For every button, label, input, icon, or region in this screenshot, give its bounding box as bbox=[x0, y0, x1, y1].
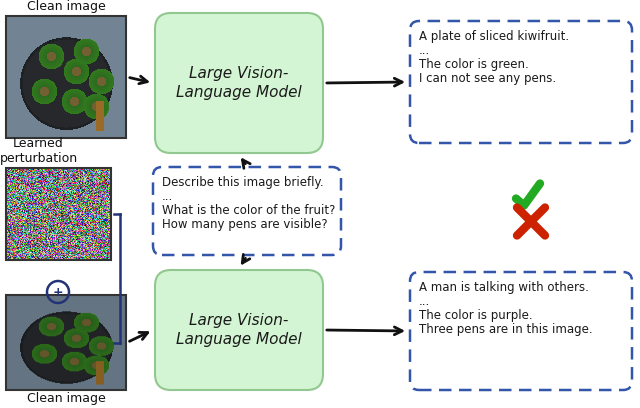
Text: ...: ... bbox=[419, 295, 430, 308]
Text: Clean image: Clean image bbox=[27, 0, 106, 13]
FancyBboxPatch shape bbox=[155, 270, 323, 390]
Text: A plate of sliced kiwifruit.: A plate of sliced kiwifruit. bbox=[419, 30, 569, 43]
Text: The color is green.: The color is green. bbox=[419, 58, 529, 71]
FancyBboxPatch shape bbox=[155, 13, 323, 153]
Bar bbox=[6, 295, 126, 390]
Text: Three pens are in this image.: Three pens are in this image. bbox=[419, 323, 593, 336]
Text: Learned
perturbation: Learned perturbation bbox=[0, 137, 77, 165]
Text: Large Vision-
Language Model: Large Vision- Language Model bbox=[176, 66, 302, 100]
Text: Clean image: Clean image bbox=[27, 392, 106, 405]
Text: +: + bbox=[52, 286, 63, 299]
Text: I can not see any pens.: I can not see any pens. bbox=[419, 72, 556, 85]
Bar bbox=[6, 168, 111, 260]
Text: Describe this image briefly.: Describe this image briefly. bbox=[162, 176, 324, 189]
Bar bbox=[6, 16, 126, 138]
Text: What is the color of the fruit?: What is the color of the fruit? bbox=[162, 204, 335, 217]
Text: ...: ... bbox=[162, 190, 173, 203]
Text: How many pens are visible?: How many pens are visible? bbox=[162, 218, 328, 231]
FancyBboxPatch shape bbox=[410, 272, 632, 390]
Text: Large Vision-
Language Model: Large Vision- Language Model bbox=[176, 313, 302, 347]
FancyBboxPatch shape bbox=[410, 21, 632, 143]
Text: The color is purple.: The color is purple. bbox=[419, 309, 532, 322]
Text: A man is talking with others.: A man is talking with others. bbox=[419, 281, 589, 294]
Text: ...: ... bbox=[419, 44, 430, 57]
FancyBboxPatch shape bbox=[153, 167, 341, 255]
